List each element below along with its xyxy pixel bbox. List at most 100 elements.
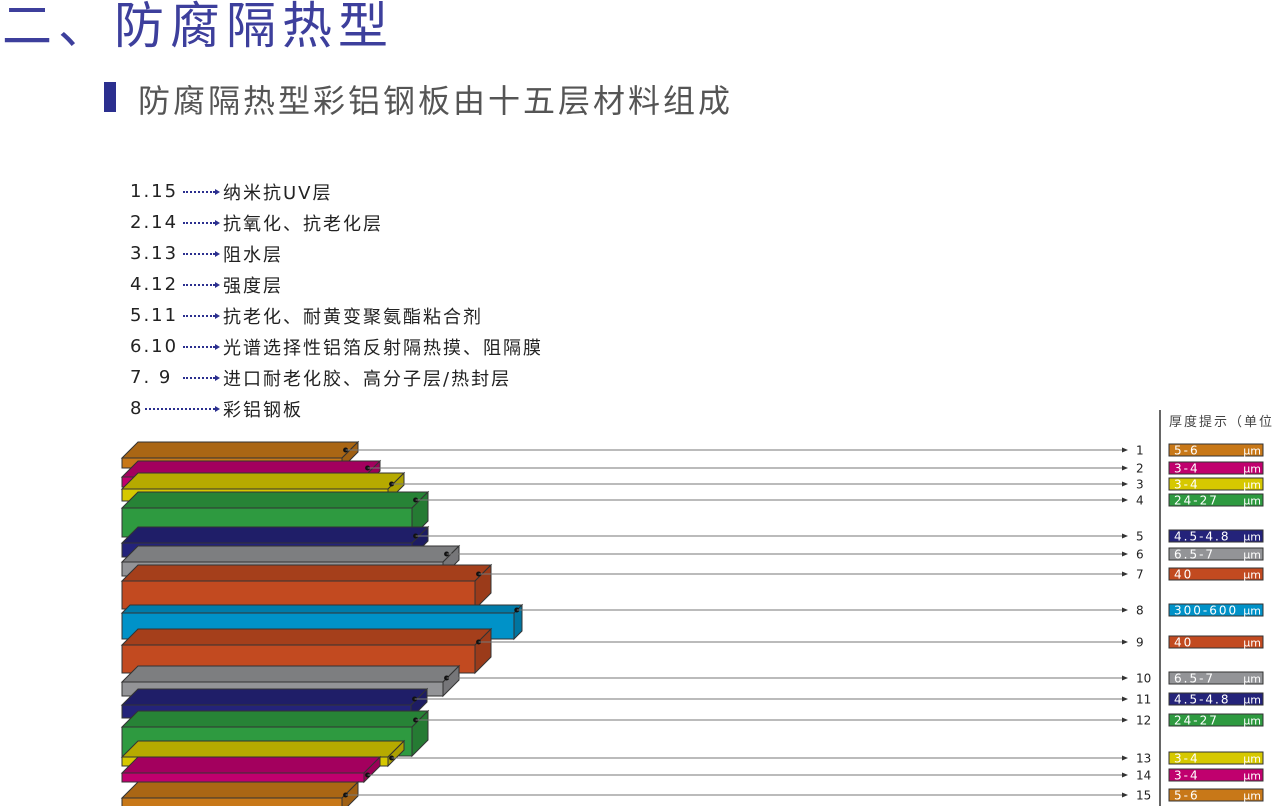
- list-item-number: 3.13: [130, 243, 179, 264]
- layer-number: 14: [1136, 769, 1151, 783]
- thickness-badge: [1168, 671, 1264, 685]
- arrowhead-icon: [1122, 481, 1128, 487]
- thickness-value: 3-4: [1174, 478, 1200, 492]
- layer-top-face: [120, 756, 382, 774]
- thickness-unit: μm: [1243, 479, 1261, 492]
- thickness-value: 5-6: [1174, 444, 1200, 458]
- dotted-arrow-icon: [145, 405, 220, 412]
- thickness-value: 3-4: [1174, 769, 1200, 783]
- list-item-number: 2.14: [130, 212, 179, 233]
- list-item: 1.15 纳米抗UV层: [130, 176, 543, 207]
- thickness-unit: μm: [1243, 445, 1261, 458]
- list-item-label: 抗老化、耐黄变聚氨酯粘合剂: [223, 306, 483, 328]
- list-item-label: 抗氧化、抗老化层: [223, 213, 383, 235]
- list-item-number: 8: [130, 398, 144, 419]
- layer-top-face: [120, 781, 360, 799]
- thickness-unit: μm: [1243, 549, 1261, 562]
- arrowhead-icon: [1122, 571, 1128, 577]
- thickness-badge: [1168, 768, 1264, 782]
- layer-front-face: [121, 772, 365, 783]
- list-item: 6.10 光谱选择性铝箔反射隔热摸、阻隔膜: [130, 331, 543, 362]
- thickness-value: 40: [1174, 636, 1193, 650]
- thickness-value: 6.5-7: [1174, 548, 1215, 562]
- layer-top-face: [120, 491, 430, 509]
- thickness-value: 4.5-4.8: [1174, 693, 1231, 707]
- list-item-number: 7. 9: [130, 367, 173, 388]
- thickness-value: 300-600: [1174, 604, 1238, 618]
- layer-description-list: 1.15 纳米抗UV层 2.14 抗氧化、抗老化层 3.13 阻水层 4.12 强度层 5.11…: [130, 176, 543, 424]
- layer-top-face: [120, 665, 461, 683]
- thickness-unit: μm: [1243, 790, 1261, 803]
- arrowhead-icon: [1122, 755, 1128, 761]
- list-item: 7. 9 进口耐老化胶、高分子层/热封层: [130, 362, 543, 393]
- thickness-value: 3-4: [1174, 462, 1200, 476]
- dotted-arrow-icon: [183, 188, 220, 195]
- thickness-badge: [1168, 443, 1264, 457]
- layer-number: 7: [1136, 568, 1144, 582]
- layer-top-face: [120, 564, 493, 582]
- layer-number: 13: [1136, 752, 1151, 766]
- thickness-value: 4.5-4.8: [1174, 530, 1231, 544]
- layer-top-face: [120, 604, 524, 614]
- layer-top-face: [120, 710, 430, 728]
- thickness-unit: μm: [1243, 770, 1261, 783]
- layer-top-face: [120, 526, 430, 544]
- list-item-label: 彩铝钢板: [223, 399, 303, 421]
- arrowhead-icon: [1122, 772, 1128, 778]
- layer-number: 4: [1136, 494, 1144, 508]
- thickness-unit: μm: [1243, 673, 1261, 686]
- thickness-badge: [1168, 603, 1264, 617]
- thickness-unit: μm: [1243, 569, 1261, 582]
- dotted-arrow-icon: [183, 281, 220, 288]
- thickness-badge: [1168, 751, 1264, 765]
- legend-header: 厚度提示（单位: [1169, 415, 1274, 430]
- thickness-value: 3-4: [1174, 752, 1200, 766]
- arrowhead-icon: [1122, 607, 1128, 613]
- layer-top-face: [120, 688, 429, 706]
- arrowhead-icon: [1122, 792, 1128, 798]
- thickness-unit: μm: [1243, 694, 1261, 707]
- layer-front-face: [121, 580, 476, 610]
- thickness-unit: μm: [1243, 753, 1261, 766]
- thickness-unit: μm: [1243, 495, 1261, 508]
- layer-number: 1: [1136, 444, 1144, 458]
- list-item-number: 1.15: [130, 181, 179, 202]
- dotted-arrow-icon: [183, 312, 220, 319]
- thickness-badge: [1168, 713, 1264, 727]
- dotted-arrow-icon: [183, 343, 220, 350]
- layer-top-face: [120, 628, 493, 646]
- list-item-label: 进口耐老化胶、高分子层/热封层: [223, 368, 512, 390]
- list-item-number: 5.11: [130, 305, 179, 326]
- layer-top-face: [120, 545, 461, 563]
- list-item: 4.12 强度层: [130, 269, 543, 300]
- layer-front-face: [121, 797, 343, 806]
- thickness-badge: [1168, 461, 1264, 475]
- thickness-unit: μm: [1243, 715, 1261, 728]
- layer-number: 11: [1136, 693, 1151, 707]
- thickness-unit: μm: [1243, 637, 1261, 650]
- arrowhead-icon: [1122, 497, 1128, 503]
- layer-top-face: [120, 740, 406, 758]
- list-item-label: 光谱选择性铝箔反射隔热摸、阻隔膜: [223, 337, 543, 359]
- arrowhead-icon: [1122, 551, 1128, 557]
- thickness-badge: [1168, 635, 1264, 649]
- thickness-badge: [1168, 692, 1264, 706]
- thickness-badge: [1168, 477, 1264, 491]
- layer-number: 12: [1136, 714, 1151, 728]
- layer-top-face: [120, 441, 360, 459]
- arrowhead-icon: [1122, 675, 1128, 681]
- arrowhead-icon: [1122, 696, 1128, 702]
- thickness-unit: μm: [1243, 605, 1261, 618]
- arrowhead-icon: [1122, 447, 1128, 453]
- list-item: 8 彩铝钢板: [130, 393, 543, 424]
- layer-number: 2: [1136, 462, 1144, 476]
- dotted-arrow-icon: [183, 374, 220, 381]
- list-item: 2.14 抗氧化、抗老化层: [130, 207, 543, 238]
- list-item: 5.11 抗老化、耐黄变聚氨酯粘合剂: [130, 300, 543, 331]
- list-item-label: 强度层: [223, 275, 283, 297]
- thickness-badge: [1168, 547, 1264, 561]
- subtitle-marker: [104, 82, 116, 112]
- thickness-value: 40: [1174, 568, 1193, 582]
- arrowhead-icon: [1122, 533, 1128, 539]
- thickness-value: 5-6: [1174, 789, 1200, 803]
